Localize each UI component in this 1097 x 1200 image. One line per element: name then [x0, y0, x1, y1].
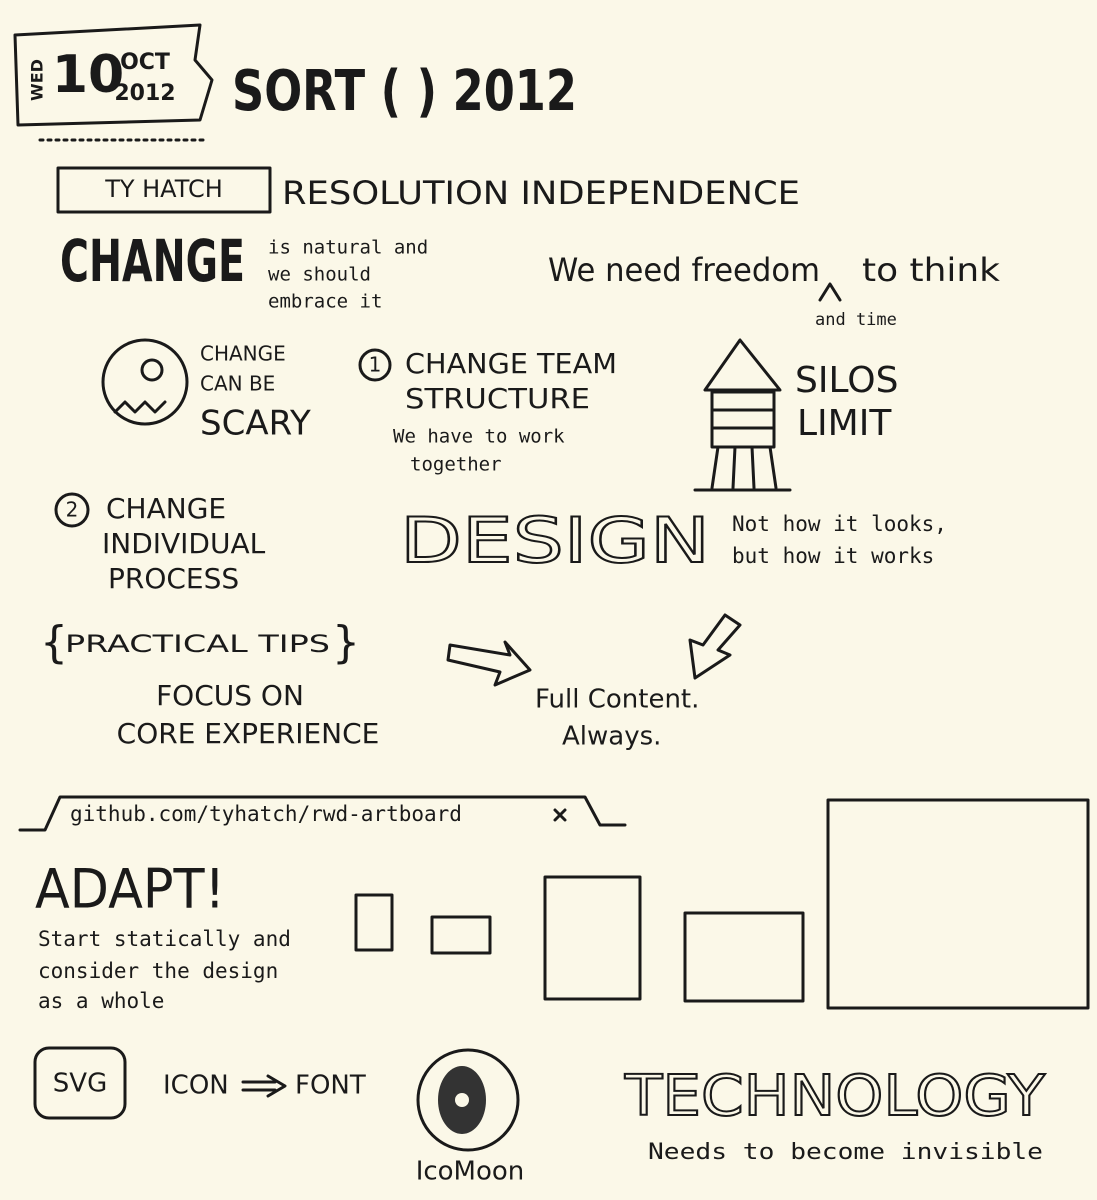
icomoon-icon — [416, 1048, 520, 1152]
brace: } — [332, 617, 360, 668]
tips-line: CORE EXPERIENCE — [117, 717, 380, 750]
close-mark — [553, 808, 567, 822]
day: 10 — [52, 45, 124, 105]
icomoon-pupil — [455, 1093, 469, 1107]
change-note: we should — [268, 264, 371, 286]
design-note: Not how it looks, — [732, 512, 947, 536]
speaker: TY HATCH — [104, 175, 223, 203]
date-banner — [13, 23, 214, 127]
link: github.com/tyhatch/rwd-artboard — [70, 802, 462, 826]
technology-word: TECHNOLOGY — [624, 1064, 1046, 1129]
arrow — [241, 1074, 287, 1098]
tips-heading: PRACTICAL TIPS — [65, 630, 330, 658]
freedom-insert: and time — [815, 310, 897, 330]
team-line: STRUCTURE — [405, 382, 590, 415]
change-note: is natural and — [268, 237, 428, 259]
adapt-word: ADAPT! — [35, 858, 225, 921]
content-text: Full Content. — [535, 685, 699, 715]
icon-label: ICON — [163, 1071, 229, 1101]
event-title: SORT ( ) 2012 — [232, 59, 577, 124]
change-word: CHANGE — [60, 227, 245, 295]
team-note: together — [410, 454, 502, 476]
adapt-note: as a whole — [38, 989, 164, 1013]
design-word: DESIGN — [400, 504, 710, 577]
tips-line: FOCUS ON — [156, 679, 304, 712]
individual-line: INDIVIDUAL — [102, 527, 266, 560]
individual-line: PROCESS — [108, 562, 239, 595]
silos-text: LIMIT — [797, 403, 892, 444]
number-circle — [358, 348, 392, 382]
change-note: embrace it — [268, 291, 382, 313]
scary-text: CAN BE — [200, 372, 275, 396]
team-number: 1 — [369, 353, 382, 377]
individual-line: CHANGE — [106, 492, 226, 525]
team-line: CHANGE TEAM — [405, 347, 617, 380]
team-note: We have to work — [393, 426, 565, 448]
individual-number: 2 — [66, 498, 79, 522]
technology-note: Needs to become invisible — [648, 1140, 1043, 1165]
arrow — [446, 640, 532, 687]
caret — [818, 282, 842, 302]
face-icon — [101, 338, 189, 426]
face-teeth — [113, 400, 167, 414]
speaker-box — [56, 166, 272, 214]
year: 2012 — [114, 81, 175, 106]
freedom-text: We need freedom — [548, 251, 820, 289]
svg-box — [33, 1046, 127, 1120]
svg-label: SVG — [53, 1069, 107, 1099]
scary-text: CHANGE — [200, 342, 286, 366]
content-text: Always. — [562, 722, 661, 752]
icomoon-label: IcoMoon — [416, 1157, 525, 1187]
month: OCT — [120, 50, 170, 75]
screen-sizes — [354, 798, 1090, 1010]
talk-title: RESOLUTION INDEPENDENCE — [282, 174, 800, 212]
face-eye — [140, 358, 164, 382]
silos-text: SILOS — [795, 360, 898, 401]
brace: { — [40, 617, 68, 668]
freedom-continuation: to think — [862, 251, 1001, 289]
weekday: WED — [28, 59, 47, 101]
scary-text: SCARY — [200, 404, 311, 444]
adapt-note: Start statically and — [38, 927, 291, 951]
arrow — [688, 613, 742, 680]
silo-drawing — [693, 338, 792, 492]
number-circle — [54, 492, 90, 528]
design-note: but how it works — [732, 544, 934, 568]
font-label: FONT — [295, 1071, 366, 1101]
adapt-note: consider the design — [38, 959, 278, 983]
link-tab — [18, 795, 627, 832]
